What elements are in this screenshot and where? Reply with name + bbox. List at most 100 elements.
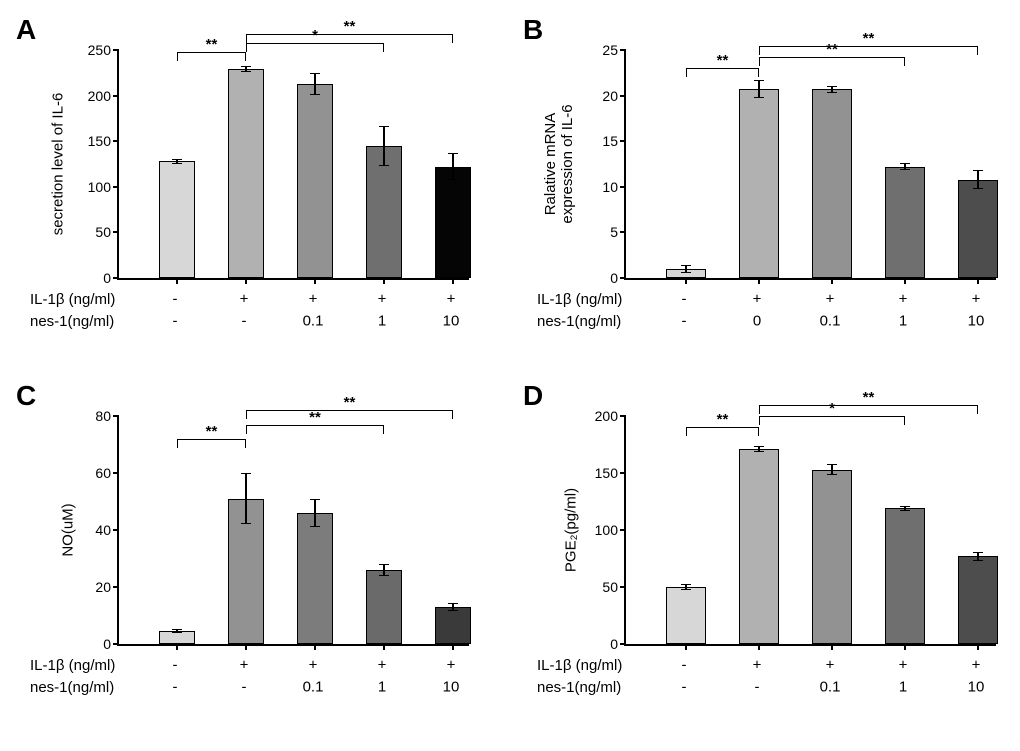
error-bar: [176, 159, 177, 164]
error-bar: [977, 552, 978, 561]
condition-value: 1: [378, 679, 386, 696]
figure-grid: A 050100150200250*****secretion level of…: [12, 12, 1008, 718]
significance-label: **: [344, 18, 356, 35]
condition-value: 10: [968, 679, 985, 696]
bar: [297, 84, 333, 278]
error-bar: [314, 73, 315, 95]
condition-label: IL-1β (ng/ml): [537, 657, 637, 674]
y-tick: [113, 231, 119, 233]
bar: [885, 508, 925, 644]
condition-value: -: [682, 657, 687, 674]
y-tick: [620, 529, 626, 531]
x-tick: [452, 278, 454, 284]
significance-label: *: [829, 400, 835, 417]
condition-value: +: [240, 657, 249, 674]
y-tick: [620, 643, 626, 645]
significance-label: **: [863, 30, 875, 47]
y-tick: [620, 95, 626, 97]
x-tick: [685, 644, 687, 650]
bar: [366, 570, 402, 644]
x-tick: [831, 644, 833, 650]
plot-area: 020406080******: [117, 416, 469, 646]
panel-d: D 050100150200*****PGE₂(pg/ml)IL-1β (ng/…: [519, 378, 1008, 718]
x-tick: [383, 278, 385, 284]
y-tick: [620, 586, 626, 588]
condition-value: -: [682, 313, 687, 330]
condition-value: 0.1: [820, 679, 841, 696]
y-tick: [113, 472, 119, 474]
condition-value: +: [972, 291, 981, 308]
condition-row: nes-1(ng/ml)--0.1110: [30, 676, 130, 698]
condition-row: IL-1β (ng/ml)-++++: [30, 654, 130, 676]
y-tick-label: 200: [88, 88, 111, 104]
condition-value: 0.1: [303, 313, 324, 330]
condition-value: 10: [443, 679, 460, 696]
panel-letter: D: [523, 380, 543, 412]
y-tick-label: 200: [595, 408, 618, 424]
condition-table: IL-1β (ng/ml)-++++nes-1(ng/ml)-00.1110: [537, 288, 637, 332]
condition-value: +: [447, 657, 456, 674]
x-tick: [176, 278, 178, 284]
x-tick: [977, 278, 979, 284]
y-tick-label: 25: [602, 42, 618, 58]
error-bar: [904, 506, 905, 512]
condition-value: -: [682, 679, 687, 696]
condition-table: IL-1β (ng/ml)-++++nes-1(ng/ml)--0.1110: [537, 654, 637, 698]
y-tick-label: 20: [95, 579, 111, 595]
condition-value: -: [173, 291, 178, 308]
bar: [739, 449, 779, 644]
significance-label: **: [206, 423, 218, 440]
condition-value: -: [682, 291, 687, 308]
error-bar: [452, 153, 453, 180]
condition-value: +: [240, 291, 249, 308]
error-bar: [383, 564, 384, 575]
plot-area: 050100150200250*****: [117, 50, 469, 280]
bar: [435, 607, 471, 644]
bar: [228, 69, 264, 278]
y-tick-label: 150: [595, 465, 618, 481]
x-tick: [245, 278, 247, 284]
panel-letter: C: [16, 380, 36, 412]
y-tick-label: 150: [88, 133, 111, 149]
condition-value: 1: [899, 313, 907, 330]
y-tick: [620, 231, 626, 233]
error-bar: [831, 86, 832, 93]
y-tick: [113, 529, 119, 531]
y-axis-title: Ralative mRNA expression of IL-6: [542, 104, 576, 223]
y-tick-label: 100: [88, 179, 111, 195]
condition-value: +: [899, 291, 908, 308]
condition-label: IL-1β (ng/ml): [30, 657, 130, 674]
condition-value: +: [378, 291, 387, 308]
significance-label: **: [206, 36, 218, 53]
condition-value: 0.1: [303, 679, 324, 696]
condition-value: +: [753, 657, 762, 674]
y-tick: [113, 586, 119, 588]
condition-value: -: [173, 679, 178, 696]
plot-area: 0510152025******: [624, 50, 996, 280]
condition-value: -: [242, 313, 247, 330]
y-tick-label: 60: [95, 465, 111, 481]
y-axis-title: secretion level of IL-6: [50, 93, 67, 236]
panel-a: A 050100150200250*****secretion level of…: [12, 12, 501, 352]
panel-b: B 0510152025******Ralative mRNA expressi…: [519, 12, 1008, 352]
y-axis-title-wrap: secretion level of IL-6: [0, 156, 129, 173]
y-tick-label: 80: [95, 408, 111, 424]
significance-label: **: [717, 52, 729, 69]
x-tick: [977, 644, 979, 650]
error-bar: [245, 473, 246, 524]
condition-table: IL-1β (ng/ml)-++++nes-1(ng/ml)--0.1110: [30, 288, 130, 332]
x-tick: [758, 644, 760, 650]
bar: [159, 631, 195, 644]
y-tick-label: 0: [610, 636, 618, 652]
y-tick: [113, 95, 119, 97]
y-tick-label: 250: [88, 42, 111, 58]
condition-row: IL-1β (ng/ml)-++++: [30, 288, 130, 310]
x-tick: [245, 644, 247, 650]
error-bar: [452, 603, 453, 610]
y-tick-label: 5: [610, 224, 618, 240]
condition-value: 1: [378, 313, 386, 330]
condition-row: nes-1(ng/ml)-00.1110: [537, 310, 637, 332]
condition-value: 1: [899, 679, 907, 696]
condition-row: nes-1(ng/ml)--0.1110: [537, 676, 637, 698]
x-tick: [452, 644, 454, 650]
